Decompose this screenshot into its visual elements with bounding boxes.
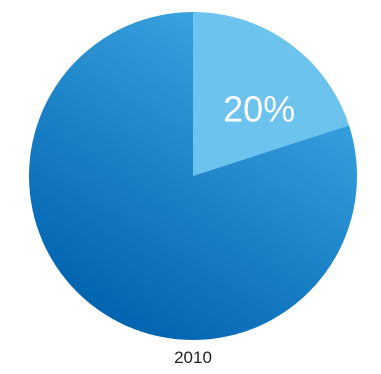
pie-slice-main bbox=[28, 12, 357, 341]
pie-slice-label: 20% bbox=[223, 89, 295, 130]
pie-slice-highlight bbox=[193, 12, 349, 176]
chart-caption: 2010 bbox=[174, 348, 212, 367]
pie-slices: 20% bbox=[28, 12, 357, 341]
